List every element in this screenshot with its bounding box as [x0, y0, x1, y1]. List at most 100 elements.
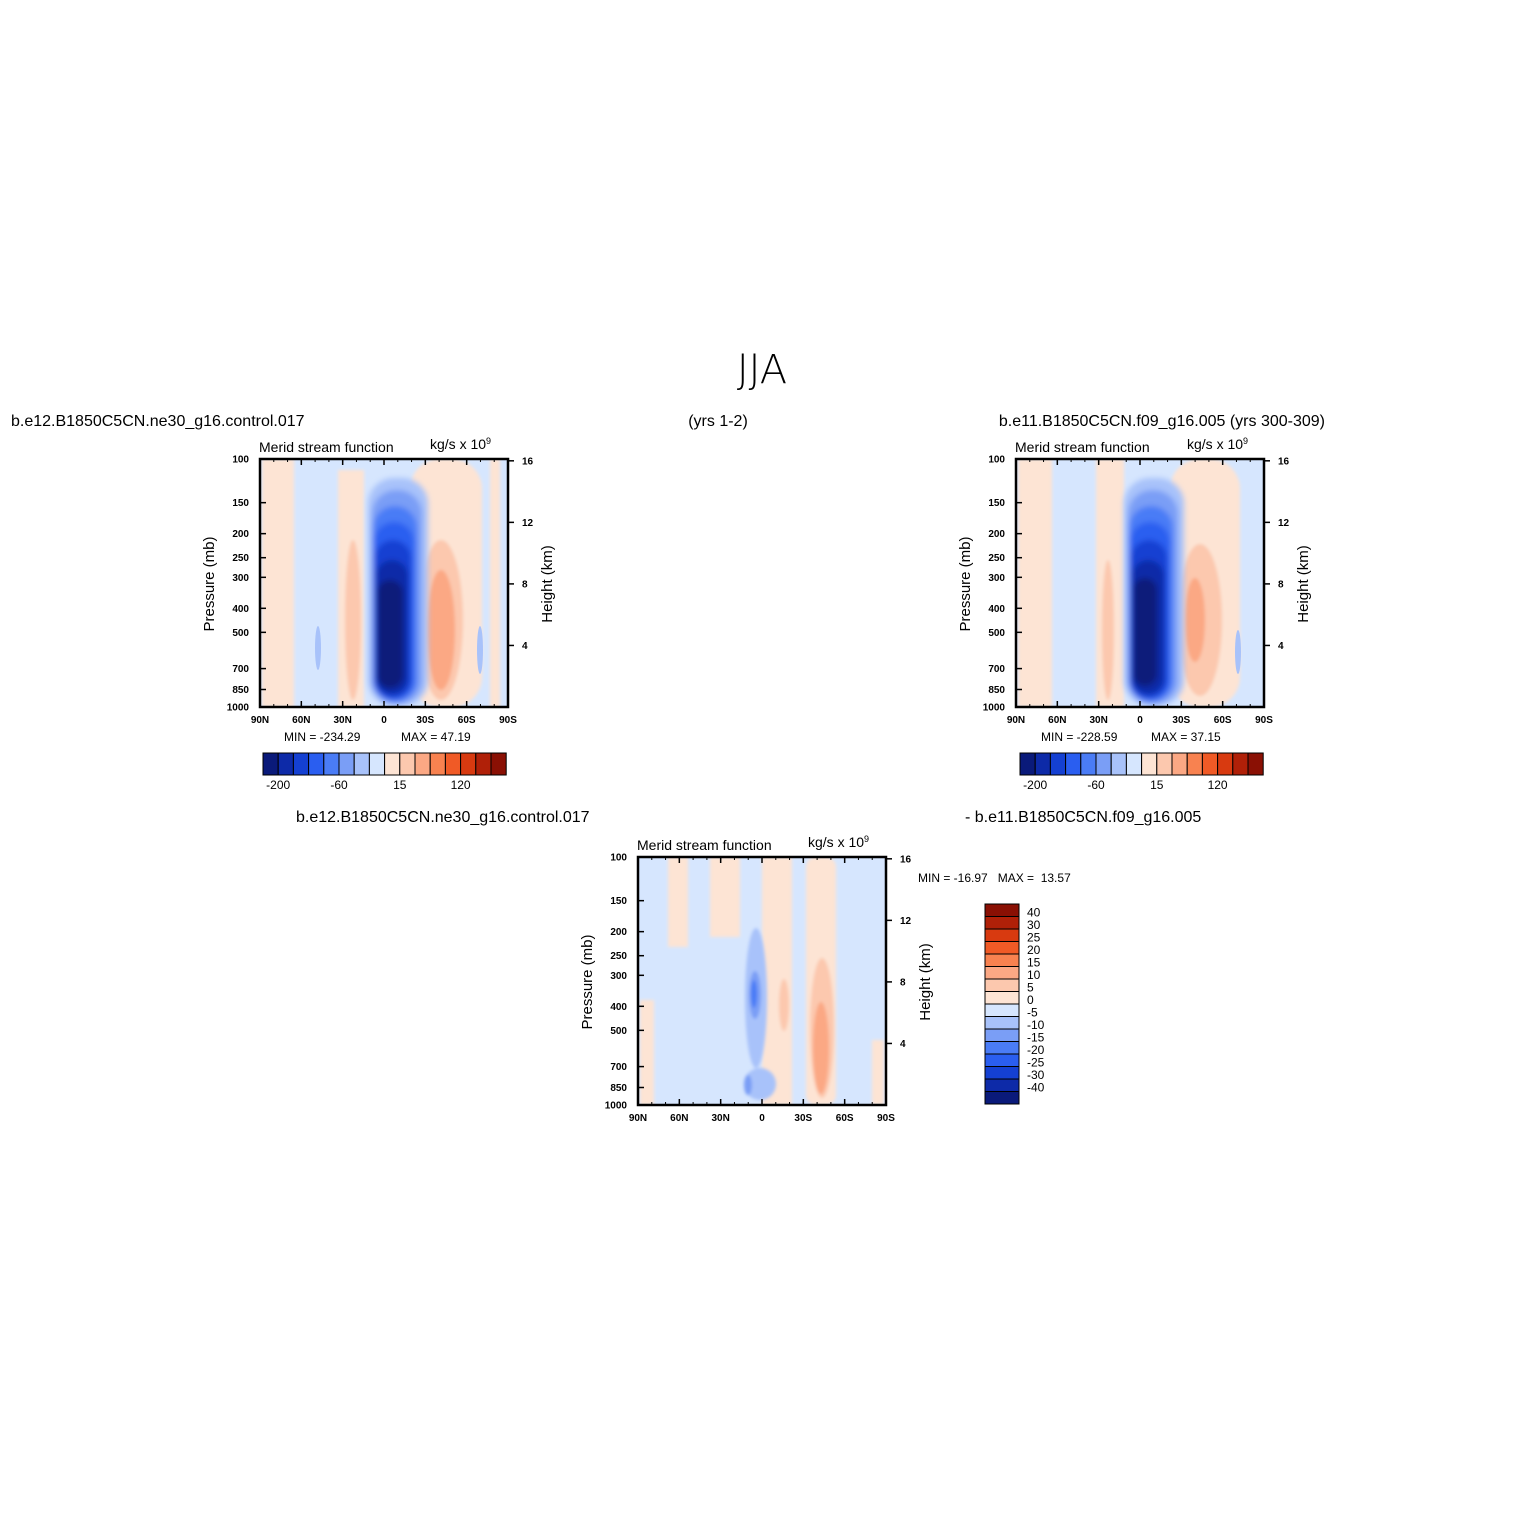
- diff-negative-cell-lower: [744, 1068, 776, 1100]
- ctl-colorbar-label: 15: [393, 778, 407, 792]
- obs-positive-band-nh-far: [1018, 459, 1052, 707]
- ctl-negative-cell-small-sh: [477, 626, 483, 674]
- diff-units: kg/s x 109: [808, 834, 869, 850]
- ctl-units-exponent: 9: [486, 436, 491, 446]
- obs-colorbar-label: -60: [1087, 778, 1105, 792]
- ctl-colorbar-box: [323, 752, 340, 776]
- obs-colorbar-box: [1019, 752, 1036, 776]
- ctl-x-tick-label: 30N: [333, 715, 351, 726]
- obs-y-tick-label: 500: [988, 628, 1005, 639]
- ctl-colorbar-box: [429, 752, 446, 776]
- diff-case-label-left: b.e12.B1850C5CN.ne30_g16.control.017: [296, 809, 590, 826]
- diff-y-tick-label: 100: [610, 853, 627, 864]
- diff-colorbar-box: [984, 928, 1020, 942]
- obs-colorbar-box: [1080, 752, 1097, 776]
- obs-y-right-tick-label: 8: [1278, 579, 1284, 590]
- diff-y-right-tick-label: 4: [900, 1039, 906, 1050]
- obs-colorbar-box: [1141, 752, 1158, 776]
- diff-x-tick-label: 90N: [629, 1113, 647, 1124]
- ctl-y-right-tick-label: 8: [522, 579, 528, 590]
- diff-y-right-tick-label: 16: [900, 854, 912, 865]
- diff-y-right-tick-label: 8: [900, 977, 906, 988]
- obs-colorbar-box: [1247, 752, 1264, 776]
- obs-colorbar-box: [1095, 752, 1112, 776]
- ctl-positive-band-nh-far: [262, 459, 294, 707]
- ctl-max-label: MAX = 47.19: [401, 730, 471, 744]
- diff-colorbar-box: [984, 966, 1020, 980]
- diff-colorbar-label: 20: [1027, 943, 1041, 957]
- ctl-y-right-tick-label: 12: [522, 518, 534, 529]
- ctl-colorbar-box: [490, 752, 507, 776]
- obs-colorbar-box: [1232, 752, 1249, 776]
- ctl-colorbar-label: -60: [330, 778, 348, 792]
- diff-y-tick-label: 400: [610, 1002, 627, 1013]
- obs-positive-cell-sh-core: [1185, 578, 1205, 662]
- ctl-colorbar-label: -200: [266, 778, 290, 792]
- ctl-colorbar-box: [277, 752, 294, 776]
- ctl-y-tick-label: 150: [232, 498, 249, 509]
- diff-ylabel-right: Height (km): [917, 943, 934, 1021]
- diff-x-tick-label: 30S: [794, 1113, 812, 1124]
- obs-y-right-tick-label: 12: [1278, 518, 1290, 529]
- obs-colorbar: -200 -60 15 120: [1019, 752, 1264, 792]
- diff-x-tick-label: 60S: [836, 1113, 854, 1124]
- obs-colorbar-box: [1156, 752, 1173, 776]
- ctl-y-right-tick-label: 4: [522, 641, 528, 652]
- obs-x-tick-label: 90N: [1007, 715, 1025, 726]
- ctl-y-tick-label: 250: [232, 553, 249, 564]
- ctl-colorbar-box: [368, 752, 386, 776]
- ctl-x-tick-label: 60N: [292, 715, 310, 726]
- obs-units: kg/s x 109: [1187, 436, 1248, 452]
- ctl-units: kg/s x 109: [430, 436, 491, 452]
- ctl-y-tick-label: 850: [232, 685, 249, 696]
- ctl-y-tick-label: 500: [232, 628, 249, 639]
- diff-colorbar-label: -15: [1027, 1030, 1045, 1044]
- diff-colorbar-label: 0: [1027, 993, 1034, 1007]
- diff-colorbar-label: -20: [1027, 1043, 1045, 1057]
- diff-axes: 90N 60N 30N 0 30S 60S 90S 100 150 200 250 300 400 500…: [605, 853, 912, 1125]
- diff-min-max-label: MIN = -16.97 MAX = 13.57: [918, 871, 1071, 885]
- ctl-x-tick-label: 30S: [416, 715, 434, 726]
- ctl-y-tick-label: 700: [232, 664, 249, 675]
- obs-ylabel-right: Height (km): [1295, 545, 1312, 623]
- diff-colorbar-label: -30: [1027, 1068, 1045, 1082]
- diff-colorbar-label: 15: [1027, 955, 1041, 969]
- diff-positive-cell-nh: [779, 979, 789, 1031]
- obs-colorbar-box: [1217, 752, 1234, 776]
- diff-colorbar-box: [984, 1091, 1020, 1105]
- obs-positive-cell-nh: [1102, 560, 1114, 700]
- obs-max-label: MAX = 37.15: [1151, 730, 1221, 744]
- ctl-case-label: b.e12.B1850C5CN.ne30_g16.control.017: [11, 413, 305, 430]
- obs-x-tick-label: 0: [1137, 715, 1143, 726]
- diff-y-right-tick-label: 12: [900, 916, 912, 927]
- obs-negative-cell-core: [1133, 578, 1157, 686]
- diff-positive-band-eq: [710, 857, 740, 937]
- ctl-min-label: MIN = -234.29: [284, 730, 361, 744]
- ctl-subtitle: Merid stream function: [259, 439, 394, 455]
- diff-colorbar-label: -10: [1027, 1018, 1045, 1032]
- diff-colorbar-box: [984, 903, 1020, 917]
- panel-diff: 90N 60N 30N 0 30S 60S 90S100150200250300400500…: [579, 834, 1071, 1124]
- ctl-axes: 90N 60N 30N 0 30S 60S 90S 100 150 200 250 300 400 500…: [227, 455, 534, 727]
- obs-colorbar-label: -200: [1023, 778, 1047, 792]
- diff-colorbar-box: [984, 991, 1020, 1005]
- ctl-y-right-tick-label: 16: [522, 456, 534, 467]
- diff-colorbar-label: 40: [1027, 905, 1041, 919]
- diff-positive-cell-sh-core: [813, 1002, 829, 1094]
- ctl-positive-cell-sh-core: [427, 570, 455, 690]
- diff-y-tick-label: 150: [610, 896, 627, 907]
- ctl-colorbar-box: [460, 752, 477, 776]
- diff-positive-band-nh-top: [668, 857, 688, 947]
- ctl-negative-cell-core: [377, 580, 403, 688]
- ctl-units-base: kg/s x 10: [430, 436, 486, 452]
- ctl-x-tick-label: 60S: [458, 715, 476, 726]
- obs-y-tick-label: 200: [988, 529, 1005, 540]
- diff-y-tick-label: 850: [610, 1083, 627, 1094]
- obs-x-tick-label: 90S: [1255, 715, 1273, 726]
- ctl-y-tick-label: 200: [232, 529, 249, 540]
- ctl-x-tick-label: 90S: [499, 715, 517, 726]
- ctl-y-tick-label: 400: [232, 604, 249, 615]
- ctl-colorbar-box: [384, 752, 401, 776]
- panel-ctl: 90N 60N 30N 0 30S 60S 90S 100 150 200 250 300 400 500…: [201, 436, 556, 792]
